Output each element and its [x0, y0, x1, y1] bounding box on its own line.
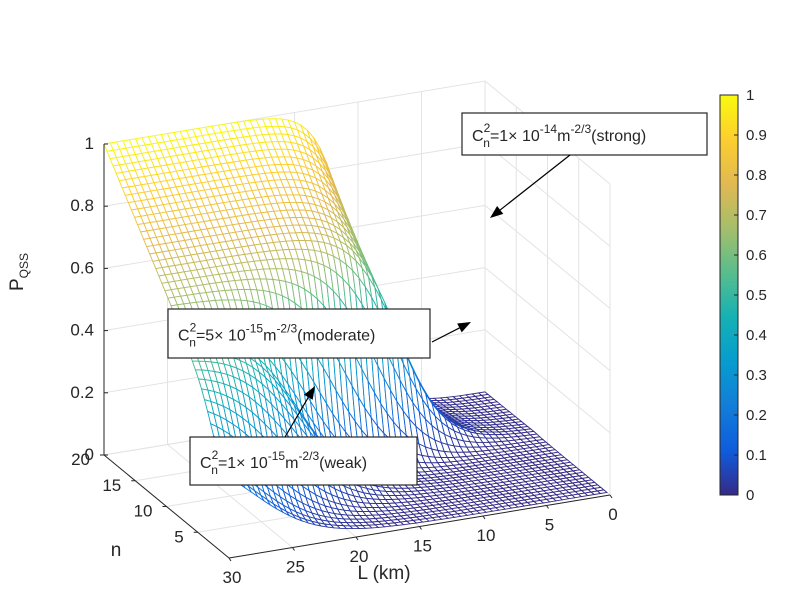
x-tick-label: 15: [413, 537, 432, 556]
colorbar-tick-label: 0.4: [746, 327, 767, 344]
x-tick: [355, 536, 359, 541]
annotation-label: C2 n=1× 10-15m-2/3(weak): [200, 448, 367, 477]
z-axis-label: PQSS: [7, 253, 31, 291]
z-tick-label: 0.6: [70, 258, 94, 277]
n-tick-label: 20: [71, 450, 90, 469]
annotation-arrow: [499, 154, 571, 211]
colorbar-tick-label: 0: [746, 487, 754, 504]
colorbar-tick-label: 0.1: [746, 447, 767, 464]
annotation-box: [461, 112, 708, 156]
x-tick-label: 20: [350, 547, 369, 566]
annotation-box: [167, 308, 431, 359]
annotation-weak: C2 n=1× 10-15m-2/3(weak): [189, 386, 418, 486]
z-tick-label: 0.8: [70, 196, 94, 215]
colorbar-tick-label: 0.2: [746, 407, 767, 424]
z-tick-label: 0.2: [70, 383, 94, 402]
annotation-arrowhead: [304, 386, 315, 400]
colorbar-tick-label: 0.8: [746, 167, 767, 184]
x-tick-label: 0: [608, 505, 617, 524]
annotation-strong: C2 n=1× 10-14m-2/3(strong): [461, 112, 708, 218]
x-tick: [482, 515, 486, 520]
x-tick-label: 5: [545, 516, 554, 535]
annotation-arrow: [431, 327, 460, 343]
annotations: C2 n=1× 10-14m-2/3(strong) C2 n=5× 10-15m-2…: [167, 112, 708, 486]
colorbar-tick-label: 0.3: [746, 367, 767, 384]
x-tick-label: 10: [477, 526, 496, 545]
annotation-box: [189, 436, 418, 486]
colorbar-tick-label: 0.9: [746, 127, 767, 144]
annotation-arrowhead: [457, 322, 471, 333]
annotation-arrowhead: [490, 206, 504, 218]
annotation-arrow: [284, 396, 309, 438]
x-tick: [228, 557, 232, 562]
x-tick: [609, 494, 613, 499]
x-tick: [419, 526, 422, 530]
colorbar-tick-label: 0.6: [746, 247, 767, 264]
z-tick-label: 1: [85, 134, 94, 153]
x-tick: [546, 505, 549, 509]
surface-cell: [596, 489, 608, 494]
x-axis-label: L (km): [357, 563, 410, 584]
n-axis-label: n: [111, 540, 122, 561]
colorbar: 0 0.1 0.2 0.3 0.4 0.5 0.6 0.7 0.8 0.9 1: [719, 87, 767, 504]
x-tick-label: 30: [223, 568, 242, 587]
colorbar-tick-label: 0.7: [746, 207, 767, 224]
n-tick-label: 5: [174, 527, 183, 546]
x-tick: [292, 547, 295, 551]
annotation-label: C2 n=1× 10-14m-2/3(strong): [472, 121, 646, 150]
x-tick-label: 25: [286, 558, 305, 577]
annotation-moderate: C2 n=5× 10-15m-2/3(moderate): [167, 308, 471, 359]
annotation-label: C2 n=5× 10-15m-2/3(moderate): [178, 321, 375, 350]
colorbar-tick-label: 1: [746, 87, 754, 104]
colorbar-tick-label: 0.5: [746, 287, 767, 304]
z-tick-label: 0.4: [70, 321, 94, 340]
z-tick-label: 0: [85, 445, 94, 464]
n-tick-label: 10: [134, 502, 153, 521]
n-tick-label: 15: [102, 476, 121, 495]
